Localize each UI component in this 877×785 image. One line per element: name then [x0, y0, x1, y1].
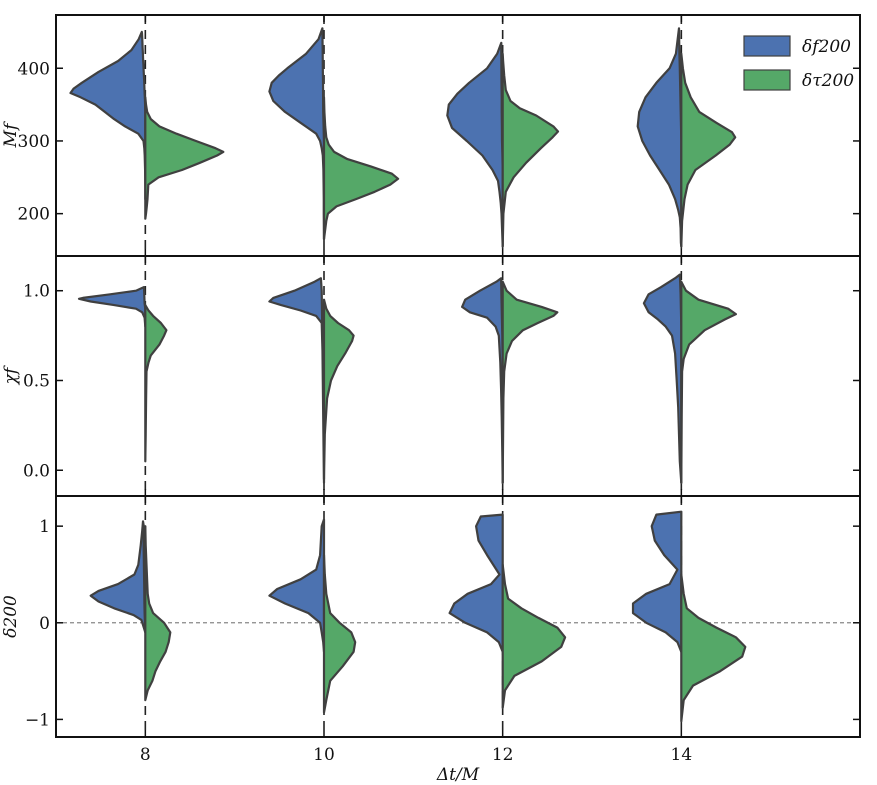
violin-half-left [268, 27, 326, 241]
y-tick-label: 400 [18, 59, 50, 79]
x-tick-label: 8 [140, 745, 151, 765]
y-tick-label: 300 [18, 132, 50, 152]
y-axis-label: Mf [1, 121, 21, 148]
violin-half-right [501, 52, 560, 248]
violin-x10 [268, 518, 357, 714]
violin-half-right [680, 280, 737, 484]
legend: δf200 δτ200 [743, 35, 854, 91]
panel-chif: 0.0 0.5 1.0 χf [1, 255, 861, 497]
x-tick-label: 12 [492, 745, 514, 765]
panel-delta200: −1 0 1 δ200 [1, 495, 861, 738]
violin-half-left [642, 273, 683, 484]
violin-half-right [501, 280, 559, 484]
violin-half-left [446, 41, 504, 248]
violin-half-left [268, 277, 326, 484]
y-tick-label: −1 [25, 710, 50, 730]
violin-half-right [322, 554, 357, 714]
violin-half-right [144, 304, 168, 463]
violin-half-left [636, 27, 683, 248]
violin-half-right [322, 96, 400, 241]
x-axis: 8 10 12 14 Δt/M [140, 745, 692, 785]
y-tick-label: 0 [39, 614, 50, 634]
y-tick-label: 0.0 [23, 461, 50, 481]
panel-frame [55, 495, 861, 738]
violin-half-left [448, 513, 504, 653]
violin-half-right [680, 52, 737, 248]
violin-half-right [501, 563, 567, 709]
panel-Mf: 200 300 400 Mf [1, 14, 861, 257]
y-tick-label: 200 [18, 205, 50, 225]
y-tick-label: 0.5 [23, 371, 50, 391]
violin-half-left [268, 518, 326, 653]
violin-x8 [89, 520, 172, 702]
violin-half-left [631, 510, 683, 653]
y-axis-label: δ200 [1, 595, 21, 638]
violin-half-left [69, 30, 147, 201]
y-tick-label: 1.0 [23, 282, 50, 302]
violin-x14 [636, 27, 737, 248]
violin-x8 [69, 30, 225, 220]
violin-half-left [89, 520, 147, 634]
panels: 200 300 400 Mf 0.0 0.5 1.0 χf −1 0 1 δ200 [1, 14, 861, 738]
legend-swatch-dtau200 [743, 69, 791, 91]
legend-label-dtau200: δτ200 [802, 71, 854, 91]
y-axis-label: χf [1, 365, 21, 385]
violin-x12 [448, 513, 567, 709]
violin-half-right [144, 525, 172, 702]
violin-half-left [461, 277, 504, 484]
violin-x12 [446, 41, 560, 248]
legend-swatch-df200 [743, 35, 791, 57]
x-tick-label: 14 [671, 745, 693, 765]
violin-half-right [322, 298, 355, 481]
x-axis-label: Δt/M [436, 765, 480, 785]
violin-x8 [77, 286, 168, 463]
violin-x14 [631, 510, 747, 723]
legend-label-df200: δf200 [802, 37, 851, 57]
violin-x12 [461, 277, 559, 484]
violin-x10 [268, 27, 400, 241]
panel-frame [55, 255, 861, 497]
violin-x14 [642, 273, 737, 484]
violin-half-left [77, 286, 147, 328]
violin-half-right [680, 573, 747, 723]
violin-half-right [144, 96, 225, 220]
violin-x10 [268, 277, 355, 484]
x-tick-label: 10 [313, 745, 335, 765]
y-tick-label: 1 [39, 517, 50, 537]
